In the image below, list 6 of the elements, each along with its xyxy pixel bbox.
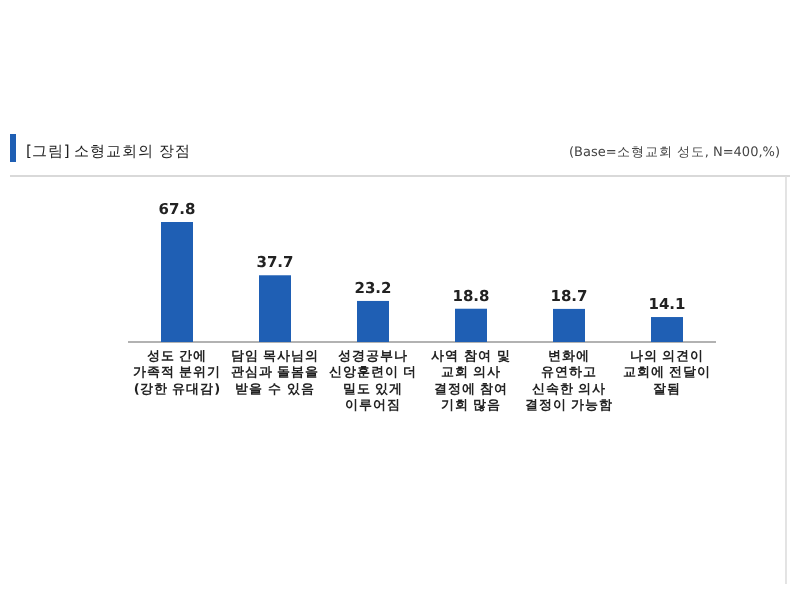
bar (161, 222, 193, 342)
bar (455, 308, 487, 342)
bar (357, 300, 389, 342)
bar (651, 317, 683, 342)
bar (259, 275, 291, 342)
bar (553, 308, 585, 342)
